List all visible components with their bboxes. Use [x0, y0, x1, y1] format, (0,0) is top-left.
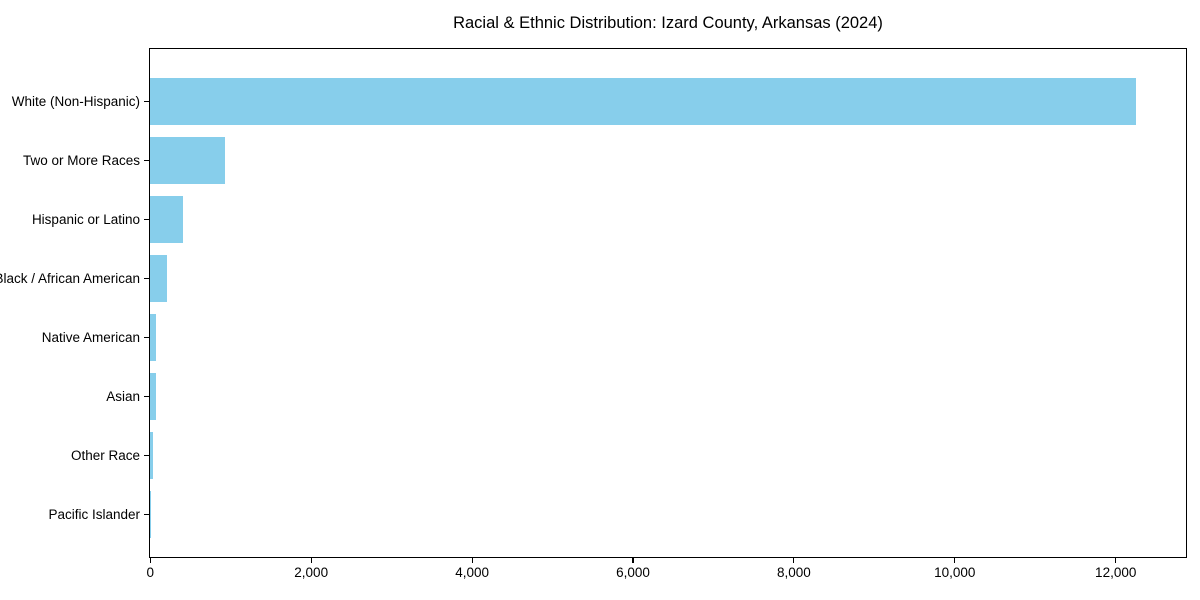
- x-tick-mark: [471, 558, 473, 563]
- bar: [150, 314, 157, 361]
- y-tick-label: Native American: [41, 329, 140, 345]
- x-tick-label: 0: [146, 565, 155, 580]
- x-tick-mark: [954, 558, 956, 563]
- x-tick-mark: [149, 558, 151, 563]
- x-tick-label: 2,000: [294, 565, 329, 580]
- y-tick-mark: [144, 219, 149, 221]
- x-tick-mark: [793, 558, 795, 563]
- bar: [150, 78, 1137, 125]
- bar: [150, 196, 184, 243]
- plot-area: [149, 48, 1187, 558]
- y-tick-mark: [144, 101, 149, 103]
- y-tick-mark: [144, 396, 149, 398]
- y-tick-mark: [144, 160, 149, 162]
- x-tick-mark: [1115, 558, 1117, 563]
- y-tick-label: Two or More Races: [22, 152, 140, 168]
- x-tick-mark: [632, 558, 634, 563]
- y-tick-label: Other Race: [70, 447, 140, 463]
- y-tick-label: White (Non-Hispanic): [11, 93, 140, 109]
- x-tick-label: 6,000: [616, 565, 650, 580]
- y-tick-label: Hispanic or Latino: [31, 211, 140, 227]
- y-tick-mark: [144, 455, 149, 457]
- bar: [150, 255, 167, 302]
- y-tick-mark: [144, 278, 149, 280]
- x-tick-mark: [310, 558, 312, 563]
- bar: [150, 137, 226, 184]
- x-tick-label: 4,000: [455, 565, 489, 580]
- chart-title: Racial & Ethnic Distribution: Izard Coun…: [453, 14, 883, 32]
- x-tick-label: 8,000: [776, 565, 811, 580]
- y-tick-label: Asian: [106, 388, 140, 404]
- bar: [150, 432, 153, 479]
- bar: [150, 373, 156, 420]
- y-tick-label: Pacific Islander: [48, 506, 140, 522]
- y-tick-label: Black / African American: [0, 270, 140, 286]
- y-tick-mark: [144, 337, 149, 339]
- x-tick-label: 12,000: [1095, 565, 1137, 580]
- x-tick-label: 10,000: [934, 565, 976, 580]
- y-tick-mark: [144, 514, 149, 516]
